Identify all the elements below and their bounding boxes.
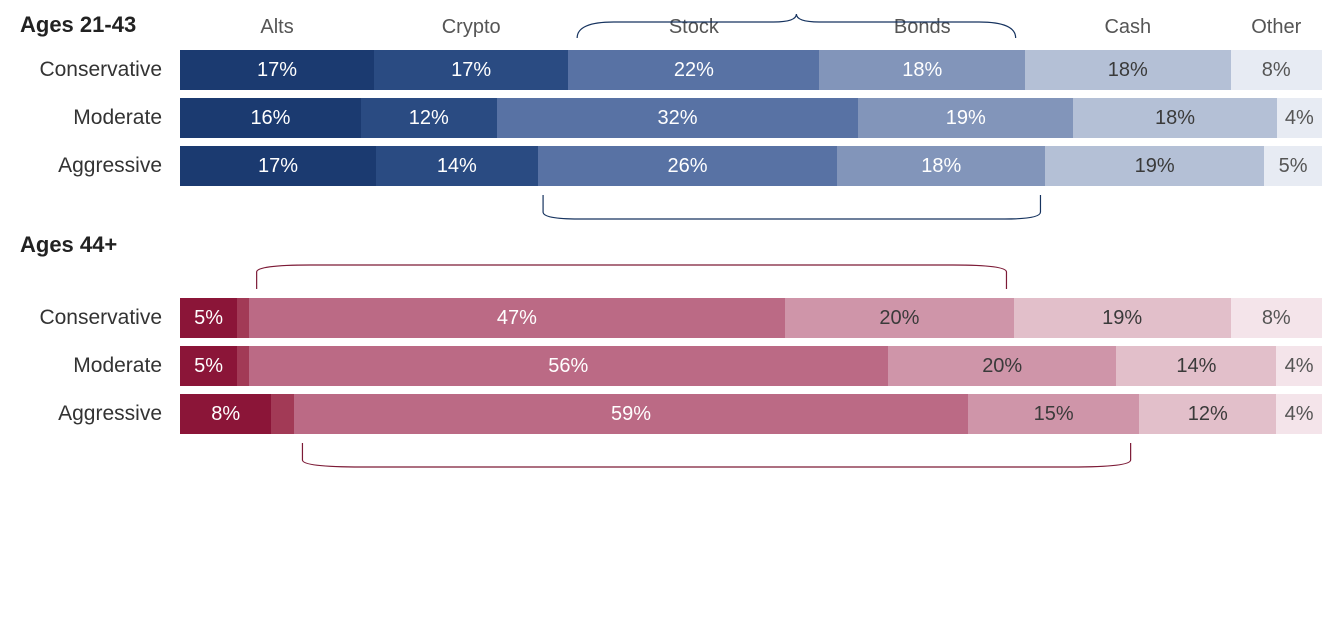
bar-segment [237, 346, 248, 386]
bar-row: Aggressive8% 59%15%12%4% [20, 394, 1322, 434]
stacked-bar: 17%17%22%18%18%8% [180, 50, 1322, 90]
row-label: Moderate [20, 106, 180, 130]
bar-segment: 18% [819, 50, 1025, 90]
header-track: AltsCryptoStockBondsCashOther [180, 12, 1322, 42]
bar-segment: 47% [249, 298, 786, 338]
bar-segment: 20% [785, 298, 1013, 338]
bar-segment: 19% [858, 98, 1073, 138]
bar-segment: 8% [1231, 50, 1322, 90]
bar-row: Conservative17%17%22%18%18%8% [20, 50, 1322, 90]
bar-segment: 14% [1116, 346, 1276, 386]
bar-segment: 17% [374, 50, 568, 90]
column-header: Alts [180, 16, 374, 39]
bar-segment: 14% [376, 146, 537, 186]
bar-segment: 19% [1045, 146, 1264, 186]
bar-segment: 18% [1025, 50, 1231, 90]
stacked-bar: 16%12%32%19%18%4% [180, 98, 1322, 138]
row-label: Aggressive [20, 154, 180, 178]
bar-segment: 5% [180, 298, 237, 338]
row-label: Moderate [20, 354, 180, 378]
bar-row: Aggressive17%14%26%18%19%5% [20, 146, 1322, 186]
bar-segment: 4% [1276, 394, 1322, 434]
column-header: Other [1231, 16, 1322, 39]
stacked-bar: 5% 47%20%19%8% [180, 298, 1322, 338]
bracket-top [568, 12, 1025, 40]
bar-segment: 17% [180, 50, 374, 90]
bar-row: Moderate16%12%32%19%18%4% [20, 98, 1322, 138]
stacked-bar: 5% 56%20%14%4% [180, 346, 1322, 386]
bar-segment: 22% [568, 50, 819, 90]
column-header: Crypto [374, 16, 568, 39]
row-label: Aggressive [20, 402, 180, 426]
bar-segment: 20% [888, 346, 1116, 386]
bar-row: Moderate5% 56%20%14%4% [20, 346, 1322, 386]
bar-segment: 59% [294, 394, 968, 434]
bar-segment: 12% [1139, 394, 1276, 434]
bracket-bottom [538, 194, 1046, 222]
header-row: Ages 21-43 AltsCryptoStockBondsCashOther [20, 12, 1322, 42]
row-label: Conservative [20, 306, 180, 330]
under-bracket-row [20, 442, 1322, 470]
chart-group: Ages 21-43 AltsCryptoStockBondsCashOther… [20, 12, 1322, 222]
under-track [180, 442, 1322, 470]
bar-segment [271, 394, 294, 434]
bar-segment: 18% [1073, 98, 1277, 138]
stacked-bar: 17%14%26%18%19%5% [180, 146, 1322, 186]
bar-segment: 56% [249, 346, 889, 386]
bracket-bottom [294, 442, 1139, 470]
bar-segment: 17% [180, 146, 376, 186]
bar-row: Conservative5% 47%20%19%8% [20, 298, 1322, 338]
bar-segment: 5% [1264, 146, 1322, 186]
bar-segment: 26% [538, 146, 838, 186]
group-title: Ages 44+ [20, 232, 1322, 258]
bar-segment: 19% [1014, 298, 1231, 338]
bar-segment: 32% [497, 98, 859, 138]
under-track [180, 194, 1322, 222]
column-header: Cash [1025, 16, 1231, 39]
bar-segment: 8% [180, 394, 271, 434]
bar-segment: 4% [1276, 346, 1322, 386]
bar-segment: 16% [180, 98, 361, 138]
row-label: Conservative [20, 58, 180, 82]
bar-segment: 8% [1231, 298, 1322, 338]
over-track [180, 262, 1322, 290]
bar-segment: 12% [361, 98, 497, 138]
bar-segment: 18% [837, 146, 1045, 186]
bar-segment: 5% [180, 346, 237, 386]
chart-group: Ages 44+ Conservative5%47%20%19%8%Modera… [20, 232, 1322, 470]
group-title: Ages 21-43 [20, 12, 180, 38]
bar-segment: 4% [1277, 98, 1322, 138]
stacked-bar: 8% 59%15%12%4% [180, 394, 1322, 434]
bar-segment [237, 298, 248, 338]
bracket-top [249, 262, 1014, 290]
over-bracket-row [20, 262, 1322, 290]
under-bracket-row [20, 194, 1322, 222]
bar-segment: 15% [968, 394, 1139, 434]
